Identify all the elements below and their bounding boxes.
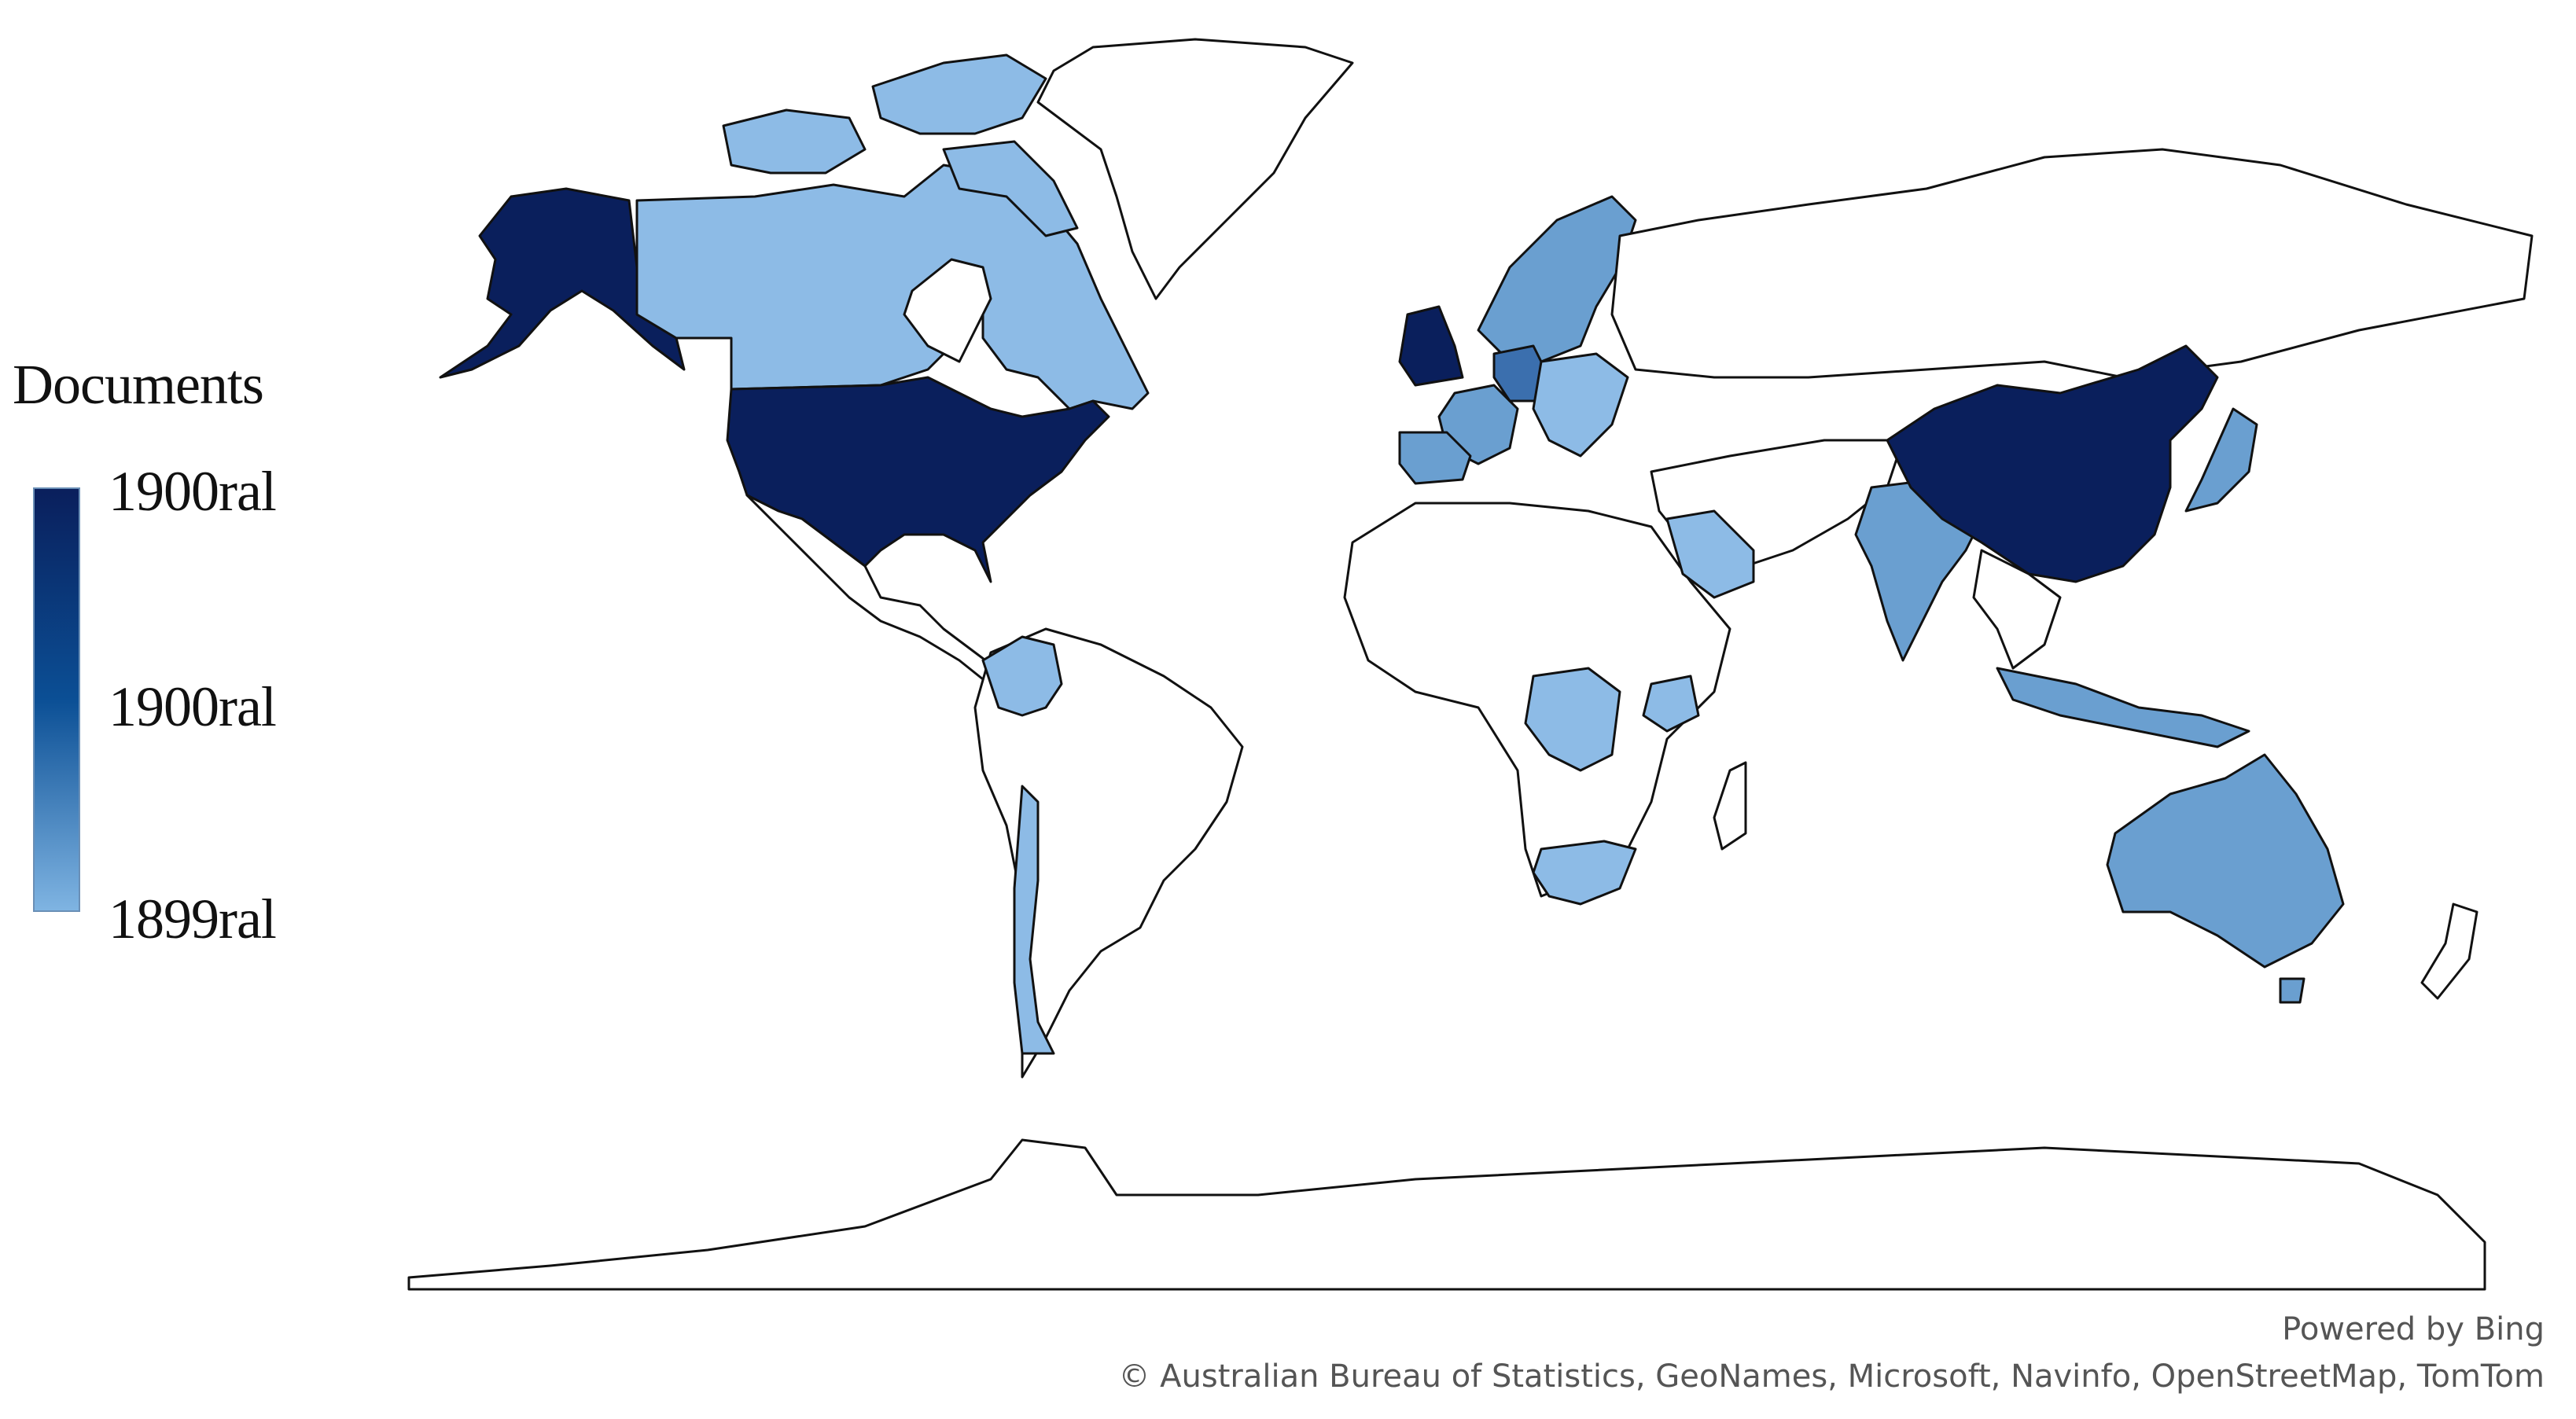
japan[interactable]: [2184, 407, 2258, 513]
attribution-label: © Australian Bureau of Statistics, GeoNa…: [1118, 1358, 2545, 1395]
tasmania[interactable]: [2279, 977, 2306, 1004]
europe-other[interactable]: [1532, 352, 1629, 458]
saudi-arabia[interactable]: [1665, 509, 1755, 599]
hudson-bay: [903, 258, 992, 363]
antarctica[interactable]: [407, 1138, 2486, 1291]
dr-congo[interactable]: [1524, 667, 1621, 772]
greenland[interactable]: [1036, 38, 1354, 300]
indonesia[interactable]: [1996, 667, 2250, 748]
legend-color-bar: [33, 487, 80, 912]
united-kingdom[interactable]: [1398, 305, 1464, 387]
south-america[interactable]: [973, 627, 1244, 1079]
legend-title: Documents: [13, 353, 264, 416]
canada[interactable]: [635, 164, 1150, 410]
new-zealand: [2420, 902, 2478, 1000]
kenya[interactable]: [1642, 675, 1700, 733]
southeast-asia: [1972, 549, 2062, 670]
legend-max-label: 1900ral: [109, 460, 277, 523]
australia[interactable]: [2106, 753, 2345, 969]
scandinavia[interactable]: [1477, 195, 1637, 363]
south-africa[interactable]: [1532, 840, 1637, 906]
united-states[interactable]: [726, 376, 1110, 583]
madagascar: [1713, 761, 1747, 851]
colombia[interactable]: [981, 635, 1063, 717]
powered-by-label: Powered by Bing: [2282, 1311, 2545, 1347]
spain[interactable]: [1398, 431, 1472, 485]
china[interactable]: [1886, 344, 2219, 583]
chile[interactable]: [1013, 785, 1055, 1055]
legend-min-label: 1899ral: [109, 888, 277, 950]
canada-arctic-islands[interactable]: [722, 108, 867, 175]
russia[interactable]: [1610, 148, 2534, 379]
legend-mid-label: 1900ral: [109, 675, 277, 738]
